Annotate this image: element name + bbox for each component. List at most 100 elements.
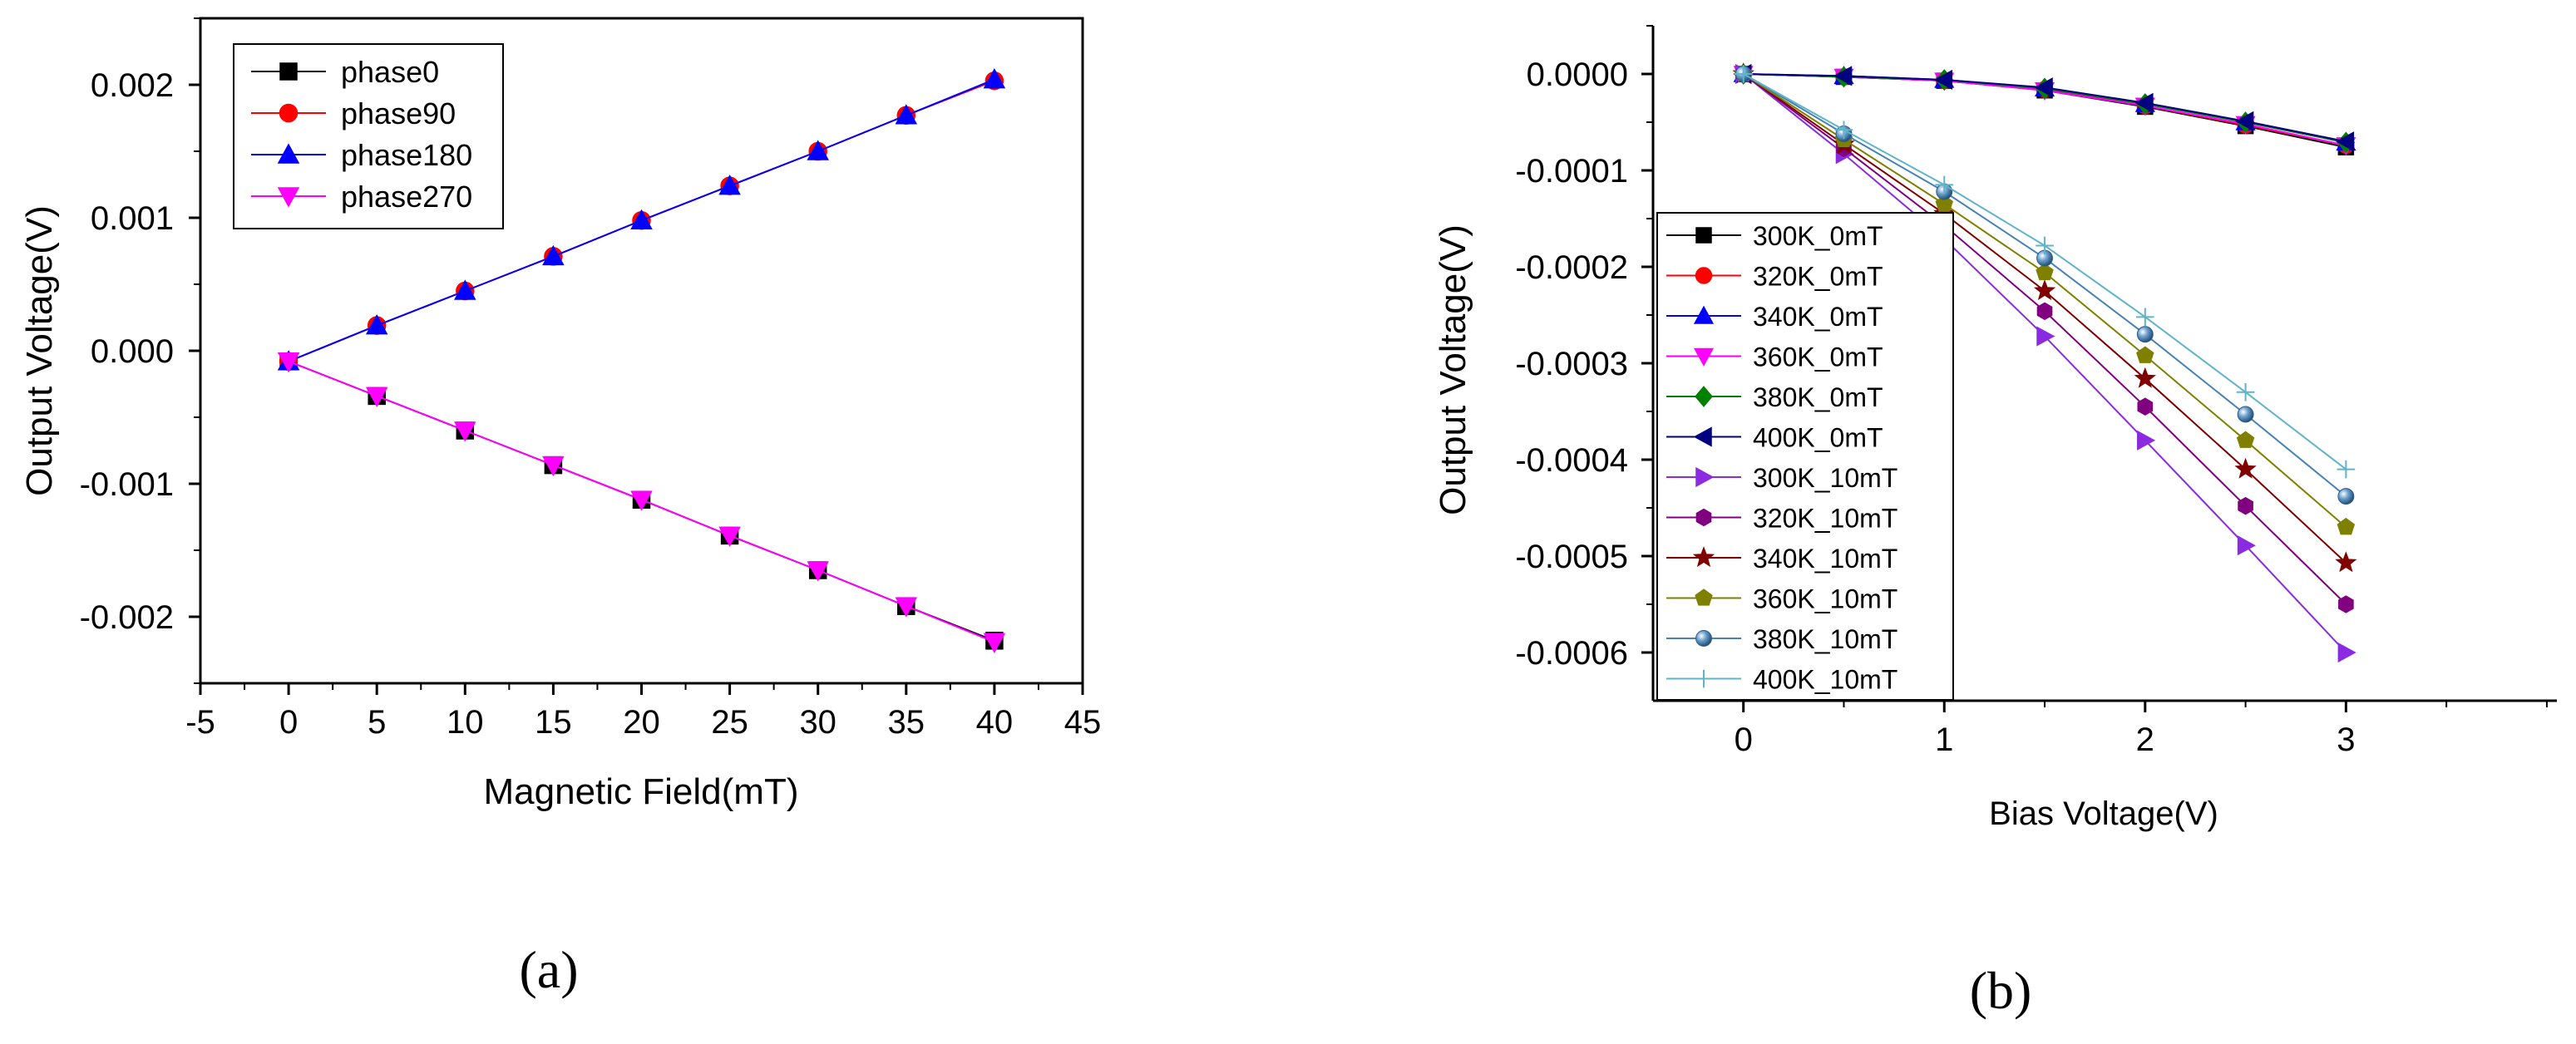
data-point-300K_10mT — [2237, 535, 2256, 556]
data-point-400K_10mT — [1734, 65, 1753, 83]
data-point-340K_10mT — [2234, 457, 2257, 479]
data-point-400K_10mT — [1935, 175, 1954, 195]
y-tick-label: -0.0006 — [1515, 635, 1628, 672]
legend-marker — [1695, 508, 1712, 527]
data-point-300K_10mT — [2137, 430, 2156, 451]
data-point-360K_10mT — [2136, 346, 2154, 363]
data-point-380K_10mT — [2237, 406, 2254, 423]
chart-a-y-tick-labels: 0.002 0.001 0.000 -0.001 -0.002 — [80, 67, 174, 636]
x-tick-label: 3 — [2337, 721, 2355, 758]
chart-b-x-axis-label: Bias Voltage(V) — [1989, 795, 2218, 832]
chart-b-x-tick-labels: 0 1 2 3 — [1735, 721, 2356, 758]
legend-item-360K_0mT: 360K_0mT — [1666, 342, 1883, 372]
data-point-400K_10mT — [2136, 308, 2154, 327]
data-point-400K_0mT — [1933, 69, 1953, 91]
data-point-phase180 — [630, 209, 653, 229]
y-tick-label: -0.0003 — [1515, 346, 1628, 382]
data-point-phase270 — [983, 633, 1006, 653]
data-point-320K_10mT — [2338, 595, 2354, 613]
data-point-phase180 — [365, 314, 388, 335]
x-tick-label: 40 — [976, 704, 1014, 741]
data-point-phase270 — [365, 387, 388, 407]
chart-a-legend-box — [233, 43, 504, 229]
legend-marker — [1693, 305, 1715, 324]
y-tick-label: -0.0001 — [1515, 153, 1628, 190]
legend-marker — [279, 103, 299, 123]
legend-item-400K_0mT: 400K_0mT — [1666, 423, 1883, 453]
legend-item-phase90: phase90 — [251, 96, 456, 130]
chart-b-series — [1732, 62, 2357, 663]
x-tick-label: 25 — [711, 704, 748, 741]
series-380K_0mT — [1734, 63, 2356, 154]
y-tick-label: 0.002 — [91, 67, 174, 104]
legend-item-380K_0mT: 380K_0mT — [1666, 382, 1883, 412]
data-point-360K_10mT — [1935, 195, 1953, 212]
legend-marker — [1695, 267, 1713, 284]
legend-item-380K_10mT: 380K_10mT — [1666, 624, 1897, 654]
legend-label: 300K_0mT — [1753, 221, 1883, 251]
legend-label: 300K_10mT — [1753, 463, 1897, 493]
data-point-360K_10mT — [2036, 263, 2054, 281]
data-point-phase180 — [983, 68, 1006, 89]
legend-marker — [1692, 546, 1715, 568]
data-point-360K_10mT — [2337, 517, 2356, 535]
y-tick-label: -0.0005 — [1515, 539, 1628, 575]
data-point-320K_10mT — [2036, 302, 2053, 321]
legend-label: 400K_10mT — [1753, 665, 1897, 695]
chart-a: -5 0 5 10 15 20 25 30 35 40 45 0.002 0.001 0.000 -0.0… — [19, 17, 1101, 999]
data-point-340K_10mT — [2134, 367, 2156, 388]
chart-a-legend: phase0 phase90 phase180 phase270 — [233, 43, 504, 229]
legend-item-340K_10mT: 340K_10mT — [1666, 544, 1897, 574]
x-tick-label: 45 — [1064, 704, 1102, 741]
chart-a-series — [277, 68, 1006, 653]
y-tick-label: 0.001 — [91, 200, 174, 237]
data-point-400K_0mT — [2336, 131, 2355, 152]
chart-b-legend: 300K_0mT 320K_0mT 340K_0mT 360K_0mT 380K_0mT… — [1656, 212, 1954, 701]
data-point-phase180 — [454, 279, 476, 300]
legend-item-phase0: phase0 — [251, 55, 439, 89]
data-point-360K_10mT — [2236, 431, 2255, 448]
data-point-phase180 — [895, 104, 918, 125]
data-point-400K_0mT — [2134, 92, 2154, 113]
chart-b-legend-box — [1656, 212, 1954, 701]
data-point-phase180 — [807, 140, 829, 160]
data-point-380K_10mT — [2136, 326, 2154, 343]
y-tick-label: 0.0000 — [1527, 57, 1628, 93]
data-point-phase270 — [542, 456, 565, 477]
x-tick-label: 5 — [368, 704, 386, 741]
legend-label: 400K_0mT — [1753, 423, 1883, 453]
data-point-320K_10mT — [2238, 496, 2253, 515]
legend-label: phase270 — [341, 180, 472, 214]
legend-item-340K_0mT: 340K_0mT — [1666, 302, 1883, 332]
data-point-phase270 — [718, 526, 741, 547]
data-point-320K_10mT — [2137, 397, 2154, 416]
legend-marker — [277, 143, 300, 164]
data-point-phase270 — [277, 352, 300, 373]
legend-label: 340K_0mT — [1753, 302, 1883, 332]
legend-item-320K_10mT: 320K_10mT — [1666, 504, 1897, 534]
data-point-300K_10mT — [2036, 326, 2055, 347]
legend-item-320K_0mT: 320K_0mT — [1666, 262, 1883, 292]
chart-b-panel-label: (b) — [1970, 961, 2032, 1020]
legend-marker — [1695, 227, 1712, 244]
series-400K_10mT — [1734, 65, 2356, 479]
y-tick-label: -0.0002 — [1515, 249, 1628, 286]
legend-marker — [279, 62, 298, 81]
data-point-phase270 — [454, 421, 476, 442]
legend-label: phase90 — [341, 96, 456, 130]
chart-a-x-tick-labels: -5 0 5 10 15 20 25 30 35 40 45 — [185, 704, 1101, 741]
data-point-380K_10mT — [2337, 488, 2355, 505]
data-point-400K_0mT — [1833, 66, 1853, 86]
chart-a-panel-label: (a) — [519, 940, 578, 999]
data-point-400K_10mT — [2236, 383, 2255, 401]
legend-marker — [1693, 426, 1712, 447]
legend-item-360K_10mT: 360K_10mT — [1666, 584, 1897, 614]
legend-label: phase0 — [341, 55, 439, 89]
chart-b-ticks — [1641, 25, 2548, 712]
x-tick-label: 0 — [1735, 721, 1753, 758]
series-400K_0mT — [1733, 63, 2355, 152]
chart-a-ticks — [189, 17, 1084, 695]
y-tick-label: 0.000 — [91, 333, 174, 370]
legend-item-phase180: phase180 — [251, 138, 472, 172]
chart-a-x-axis-label: Magnetic Field(mT) — [484, 771, 799, 812]
